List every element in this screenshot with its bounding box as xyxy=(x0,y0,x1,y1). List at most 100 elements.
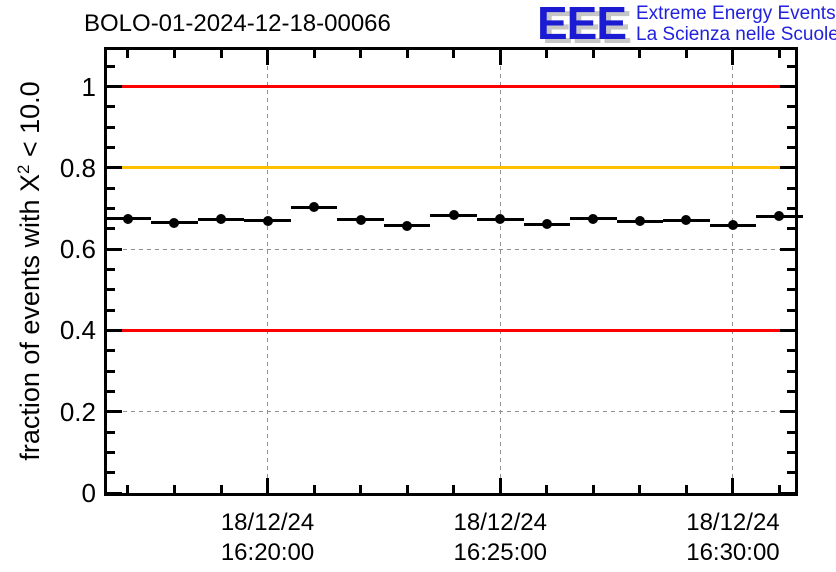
x-major-tick xyxy=(266,50,270,65)
x-major-tick xyxy=(731,478,735,493)
y-major-tick xyxy=(107,328,122,332)
y-minor-tick xyxy=(107,430,115,434)
h-gridline xyxy=(107,248,795,250)
y-major-tick xyxy=(107,85,122,89)
y-major-tick xyxy=(780,491,795,495)
data-point-marker xyxy=(448,210,459,220)
y-major-tick xyxy=(107,166,122,170)
y-minor-tick xyxy=(107,389,115,393)
y-minor-tick xyxy=(787,349,795,353)
x-minor-tick xyxy=(172,50,176,58)
y-minor-tick xyxy=(787,186,795,190)
x-minor-tick xyxy=(452,485,456,493)
data-point-marker xyxy=(355,214,366,225)
x-tick-label: 18/12/24 16:30:00 xyxy=(653,508,813,568)
y-tick-label: 0.6 xyxy=(59,234,96,265)
data-point-marker xyxy=(309,202,320,213)
y-tick-label: 0.2 xyxy=(59,396,96,427)
data-point-marker xyxy=(495,214,506,225)
x-major-tick xyxy=(266,478,270,493)
y-major-tick xyxy=(107,410,122,414)
y-minor-tick xyxy=(787,369,795,373)
x-minor-tick xyxy=(405,485,409,493)
y-minor-tick xyxy=(107,207,115,210)
y-major-tick xyxy=(107,247,122,251)
x-minor-tick xyxy=(172,485,176,493)
y-minor-tick xyxy=(107,64,115,68)
y-minor-tick xyxy=(787,288,795,292)
x-minor-tick xyxy=(591,50,595,58)
data-point-marker xyxy=(634,216,645,227)
y-minor-tick xyxy=(787,267,795,271)
x-minor-tick xyxy=(591,485,595,493)
y-tick-label: 0.8 xyxy=(59,152,96,183)
x-tick-label-time: 16:30:00 xyxy=(686,539,780,566)
eee-logo: EEE Extreme Energy Events La Scienza nel… xyxy=(537,0,836,50)
v-gridline xyxy=(732,50,734,493)
y-minor-tick xyxy=(787,207,795,210)
data-point-marker xyxy=(588,213,599,224)
y-minor-tick xyxy=(787,146,795,150)
x-minor-tick xyxy=(777,485,781,493)
data-point-marker xyxy=(541,219,552,230)
x-tick-label: 18/12/24 16:25:00 xyxy=(420,508,580,568)
y-minor-tick xyxy=(107,267,115,271)
x-minor-tick xyxy=(684,50,688,58)
x-minor-tick xyxy=(545,485,549,493)
lower-red-line xyxy=(107,328,795,332)
y-minor-tick xyxy=(107,227,115,231)
data-point-marker xyxy=(402,220,413,231)
y-minor-tick xyxy=(787,389,795,393)
eee-logo-acronym: EEE xyxy=(537,0,627,49)
x-minor-tick xyxy=(452,50,456,58)
x-minor-tick xyxy=(312,50,316,58)
y-major-tick xyxy=(780,328,795,332)
x-major-tick xyxy=(498,478,502,493)
y-minor-tick xyxy=(107,349,115,353)
y-major-tick xyxy=(780,247,795,251)
data-point-marker xyxy=(216,214,227,225)
y-minor-tick xyxy=(787,227,795,231)
x-minor-tick xyxy=(638,485,642,493)
data-point-marker xyxy=(681,215,692,226)
y-minor-tick xyxy=(107,369,115,373)
x-minor-tick xyxy=(312,485,316,493)
y-minor-tick xyxy=(787,450,795,454)
y-minor-tick xyxy=(787,308,795,312)
upper-red-line xyxy=(107,85,795,89)
data-point-marker xyxy=(122,213,133,224)
plot-frame xyxy=(104,47,803,496)
x-minor-tick xyxy=(219,50,223,58)
eee-tagline-line1: Extreme Energy Events xyxy=(636,3,836,24)
y-minor-tick xyxy=(107,288,115,292)
x-minor-tick xyxy=(359,485,363,493)
y-minor-tick xyxy=(787,430,795,434)
y-minor-tick xyxy=(787,105,795,109)
h-gridline xyxy=(107,411,795,413)
y-tick-label: 1 xyxy=(81,71,96,102)
y-minor-tick xyxy=(107,125,115,129)
x-minor-tick xyxy=(545,50,549,58)
x-tick-label-date: 18/12/24 xyxy=(686,509,780,536)
y-major-tick xyxy=(107,491,122,495)
y-minor-tick xyxy=(787,471,795,475)
x-major-tick xyxy=(731,50,735,65)
x-tick-label-time: 16:25:00 xyxy=(453,539,547,566)
y-minor-tick xyxy=(107,146,115,150)
x-tick-label-time: 16:20:00 xyxy=(220,539,315,566)
x-minor-tick xyxy=(684,485,688,493)
x-minor-tick xyxy=(638,50,642,58)
v-gridline xyxy=(267,50,269,493)
x-minor-tick xyxy=(219,485,223,493)
plot-title: BOLO-01-2024-12-18-00066 xyxy=(84,10,391,37)
eee-logo-tagline: Extreme Energy Events La Scienza nelle S… xyxy=(636,3,836,45)
y-major-tick xyxy=(780,85,795,89)
x-tick-label: 18/12/24 16:20:00 xyxy=(188,508,348,568)
y-minor-tick xyxy=(107,450,115,454)
y-minor-tick xyxy=(107,471,115,475)
x-tick-label-date: 18/12/24 xyxy=(453,509,547,536)
y-tick-label: 0.4 xyxy=(59,315,96,346)
eee-tagline-line2: La Scienza nelle Scuole xyxy=(636,24,836,45)
